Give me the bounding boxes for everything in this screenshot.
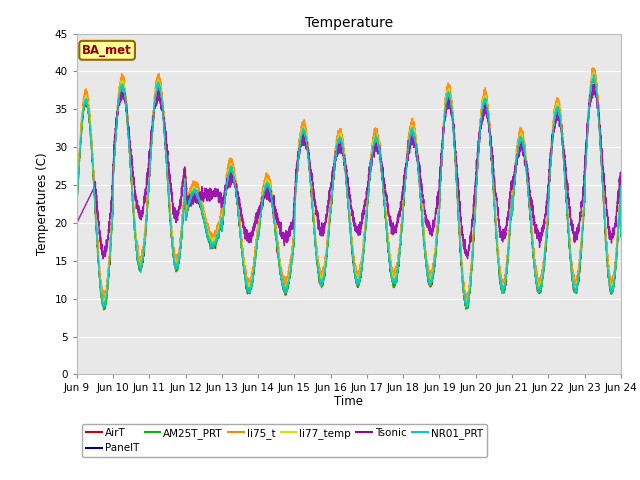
Legend: AirT, PanelT, AM25T_PRT, li75_t, li77_temp, Tsonic, NR01_PRT: AirT, PanelT, AM25T_PRT, li75_t, li77_te… <box>82 424 487 457</box>
X-axis label: Time: Time <box>334 395 364 408</box>
Y-axis label: Temperatures (C): Temperatures (C) <box>36 153 49 255</box>
Title: Temperature: Temperature <box>305 16 393 30</box>
Text: BA_met: BA_met <box>82 44 132 57</box>
